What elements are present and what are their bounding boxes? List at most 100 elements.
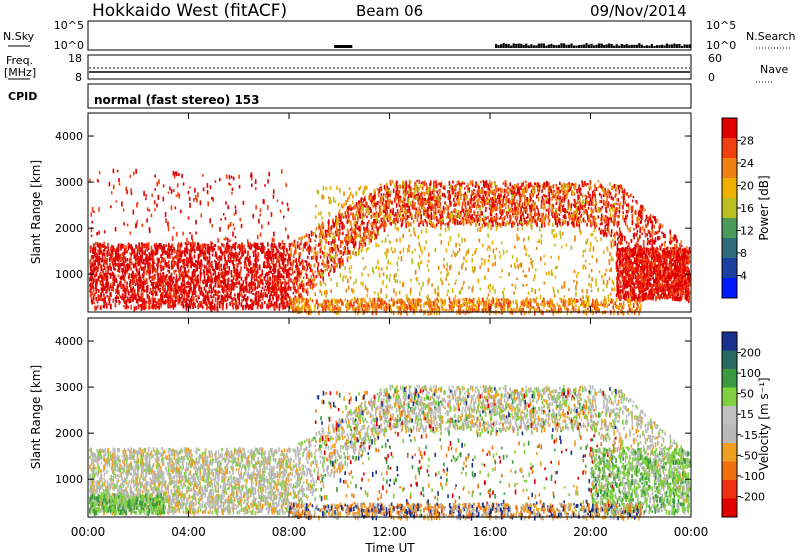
echo-mark xyxy=(260,246,263,250)
echo-mark xyxy=(183,293,186,298)
echo-mark xyxy=(123,251,125,256)
echo-mark xyxy=(599,200,601,204)
echo-mark xyxy=(476,219,478,224)
echo-mark xyxy=(369,238,371,242)
echo-mark xyxy=(164,250,167,255)
echo-mark xyxy=(265,253,267,259)
echo-mark xyxy=(563,198,566,201)
echo-mark xyxy=(208,289,211,294)
echo-mark xyxy=(178,271,181,276)
echo-mark xyxy=(94,268,96,271)
echo-mark xyxy=(395,203,398,208)
echo-mark xyxy=(167,262,169,267)
echo-mark xyxy=(622,192,625,197)
echo-mark xyxy=(203,264,206,268)
echo-mark xyxy=(503,215,506,219)
echo-mark xyxy=(146,254,148,259)
echo-mark xyxy=(228,260,231,264)
echo-mark xyxy=(122,273,124,279)
echo-mark xyxy=(275,246,278,251)
echo-mark xyxy=(548,206,550,211)
echo-mark xyxy=(511,207,514,212)
echo-mark xyxy=(523,217,526,222)
echo-mark xyxy=(497,193,500,198)
echo-mark xyxy=(558,206,560,212)
echo-mark xyxy=(440,182,442,188)
echo-mark xyxy=(175,276,178,281)
echo-mark xyxy=(325,233,328,238)
echo-mark xyxy=(169,293,172,299)
echo-mark xyxy=(276,298,278,303)
echo-mark xyxy=(421,197,424,200)
echo-mark xyxy=(189,242,192,246)
echo-mark xyxy=(356,222,358,227)
echo-mark xyxy=(285,247,288,252)
echo-mark xyxy=(458,210,460,214)
echo-mark xyxy=(143,298,146,304)
echo-mark xyxy=(273,292,276,296)
echo-mark xyxy=(157,285,160,290)
echo-mark xyxy=(606,193,608,196)
echo-mark xyxy=(379,205,382,211)
echo-mark xyxy=(200,254,202,258)
echo-mark xyxy=(152,283,154,289)
echo-mark xyxy=(566,210,569,214)
echo-mark xyxy=(262,291,265,296)
echo-mark xyxy=(286,250,289,254)
echo-mark xyxy=(651,220,654,226)
echo-mark xyxy=(147,257,149,262)
echo-mark xyxy=(342,251,345,256)
echo-mark xyxy=(144,251,146,256)
echo-mark xyxy=(610,204,613,209)
echo-mark xyxy=(267,304,270,310)
nsky-mark xyxy=(610,43,613,48)
echo-mark xyxy=(224,279,227,285)
echo-mark xyxy=(571,182,573,187)
echo-mark xyxy=(548,192,551,196)
echo-mark xyxy=(131,249,134,253)
echo-mark xyxy=(639,234,641,239)
echo-mark xyxy=(190,259,192,263)
echo-mark xyxy=(338,222,341,228)
echo-mark xyxy=(92,260,95,266)
echo-mark xyxy=(662,232,665,238)
echo-mark xyxy=(252,262,255,266)
echo-mark xyxy=(320,268,322,272)
echo-mark xyxy=(430,206,432,211)
echo-mark xyxy=(430,212,433,216)
echo-mark xyxy=(516,190,519,194)
echo-mark xyxy=(209,302,212,307)
echo-mark xyxy=(196,242,199,246)
echo-mark xyxy=(167,284,170,290)
echo-mark xyxy=(636,220,639,225)
echo-mark xyxy=(175,294,178,300)
echo-mark xyxy=(557,186,560,191)
echo-mark xyxy=(234,297,237,303)
echo-mark xyxy=(680,240,683,245)
echo-mark xyxy=(223,283,226,288)
echo-mark xyxy=(386,200,388,203)
echo-mark xyxy=(515,207,518,212)
echo-mark xyxy=(185,301,187,306)
echo-mark xyxy=(111,271,114,275)
echo-mark xyxy=(616,207,619,212)
echo-mark xyxy=(437,193,439,199)
echo-mark xyxy=(193,291,196,295)
echo-mark xyxy=(146,249,149,252)
echo-mark xyxy=(95,296,97,301)
echo-mark xyxy=(540,203,543,209)
echo-mark xyxy=(271,286,273,289)
echo-mark xyxy=(564,208,566,213)
echo-mark xyxy=(173,262,176,268)
echo-mark xyxy=(96,267,98,271)
echo-mark xyxy=(315,226,318,231)
echo-mark xyxy=(267,258,270,264)
echo-mark xyxy=(448,195,451,201)
echo-mark xyxy=(464,203,466,208)
echo-mark xyxy=(507,204,510,209)
echo-mark xyxy=(280,266,282,269)
echo-mark xyxy=(198,243,200,247)
echo-mark xyxy=(354,229,357,235)
echo-mark xyxy=(200,259,202,264)
echo-mark xyxy=(156,246,159,251)
